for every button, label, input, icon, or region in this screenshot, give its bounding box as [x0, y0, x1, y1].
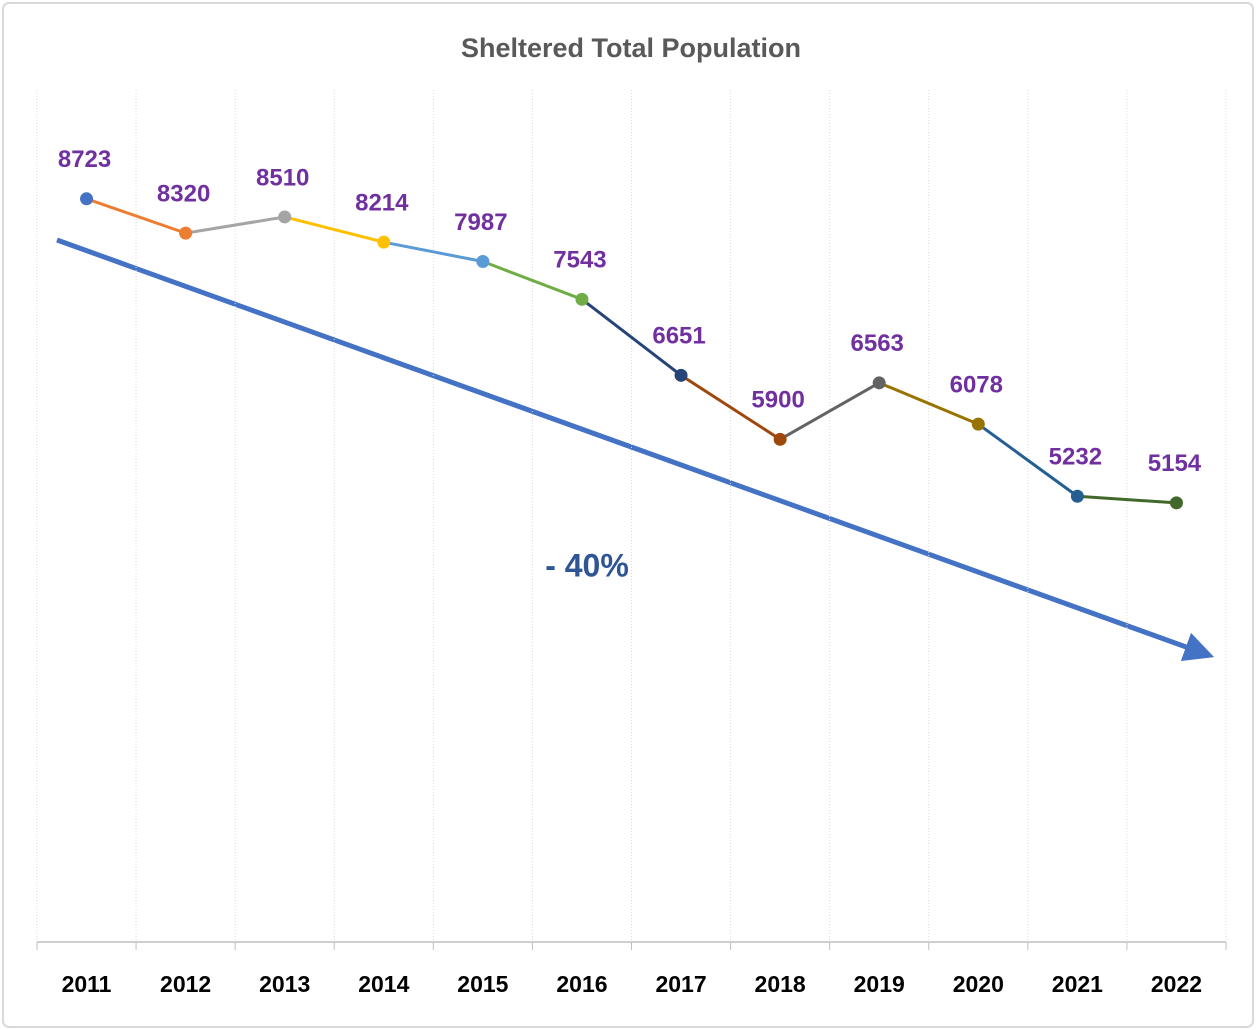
data-label: 8214 [355, 190, 409, 217]
data-label: 6651 [652, 323, 705, 350]
chart-title: Sheltered Total Population [461, 33, 801, 63]
line-segment [482, 260, 583, 301]
data-label: 7543 [553, 247, 606, 274]
line-segment [977, 422, 1079, 498]
x-tick-label: 2013 [259, 971, 310, 997]
x-tick-label: 2019 [854, 971, 905, 997]
line-segment [779, 381, 880, 441]
x-tick-label: 2016 [556, 971, 607, 997]
data-label: 5154 [1148, 450, 1202, 477]
data-label: 8723 [58, 146, 111, 173]
line-segment [185, 215, 285, 235]
marker [179, 226, 193, 240]
marker [674, 368, 688, 382]
line-segment [86, 197, 187, 235]
line-segment [1077, 494, 1177, 505]
marker [476, 255, 490, 269]
marker [1169, 496, 1183, 510]
trend-arrow [56, 237, 1215, 662]
data-label: 5900 [751, 387, 804, 414]
marker [377, 235, 391, 249]
x-tick-label: 2014 [358, 971, 409, 997]
line-segment [680, 374, 781, 441]
line-segment [878, 381, 979, 426]
data-label: 7987 [454, 209, 507, 236]
x-tick-label: 2017 [655, 971, 706, 997]
marker [773, 432, 787, 446]
x-tick-label: 2021 [1052, 971, 1103, 997]
x-tick-label: 2015 [457, 971, 508, 997]
annotation: - 40% [545, 547, 629, 583]
marker [80, 192, 94, 206]
x-tick-label: 2011 [62, 971, 112, 997]
data-label: 6563 [851, 330, 904, 357]
marker [971, 417, 985, 431]
x-tick-label: 2020 [953, 971, 1004, 997]
marker [1070, 489, 1084, 503]
x-tick-label: 2012 [160, 971, 211, 997]
marker [872, 376, 886, 390]
data-label: 8320 [157, 180, 210, 207]
x-tick-label: 2018 [755, 971, 806, 997]
line-segment [284, 215, 385, 244]
marker [278, 210, 292, 224]
data-label: 8510 [256, 164, 309, 191]
data-label: 6078 [950, 371, 1003, 398]
x-tick-label: 2022 [1151, 971, 1202, 997]
line-segment [581, 298, 682, 377]
line-segment [383, 240, 484, 263]
data-label: 5232 [1049, 444, 1102, 471]
marker [575, 292, 589, 306]
